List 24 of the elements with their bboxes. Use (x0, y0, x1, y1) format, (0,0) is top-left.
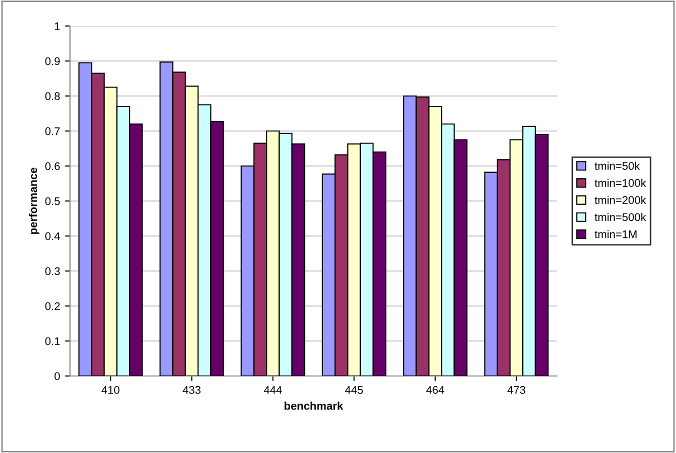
legend-label: tmin=500k (594, 212, 646, 222)
y-tick-label: 0.1 (45, 337, 60, 346)
legend-label: tmin=200k (594, 196, 646, 204)
x-tick-label: 473 (507, 386, 526, 394)
x-tick-label: 445 (345, 386, 363, 394)
y-tick-label: 0 (54, 372, 60, 380)
y-tick-label: 0.7 (45, 127, 60, 136)
x-tick-label: 433 (182, 386, 201, 394)
x-tick-label: 410 (102, 386, 120, 394)
y-tick-label: 0.6 (45, 162, 60, 170)
y-tick-label: 0.9 (45, 57, 60, 66)
y-tick-label: 0.2 (45, 302, 60, 310)
legend-label: tmin=100k (594, 178, 646, 187)
legend-label: tmin=50k (594, 162, 640, 170)
y-tick-label: 0.5 (45, 197, 60, 206)
y-tick-label: 0.8 (45, 92, 60, 100)
x-tick-label: 444 (264, 386, 282, 394)
legend-label: tmin=1M (594, 230, 637, 238)
y-axis-title: performance (28, 168, 40, 234)
x-axis-title: benchmark (284, 402, 344, 410)
y-tick-label: 0.3 (45, 267, 60, 276)
y-tick-label: 0.4 (45, 232, 60, 240)
y-tick-label: 1 (54, 22, 60, 30)
x-tick-label: 464 (426, 386, 444, 394)
